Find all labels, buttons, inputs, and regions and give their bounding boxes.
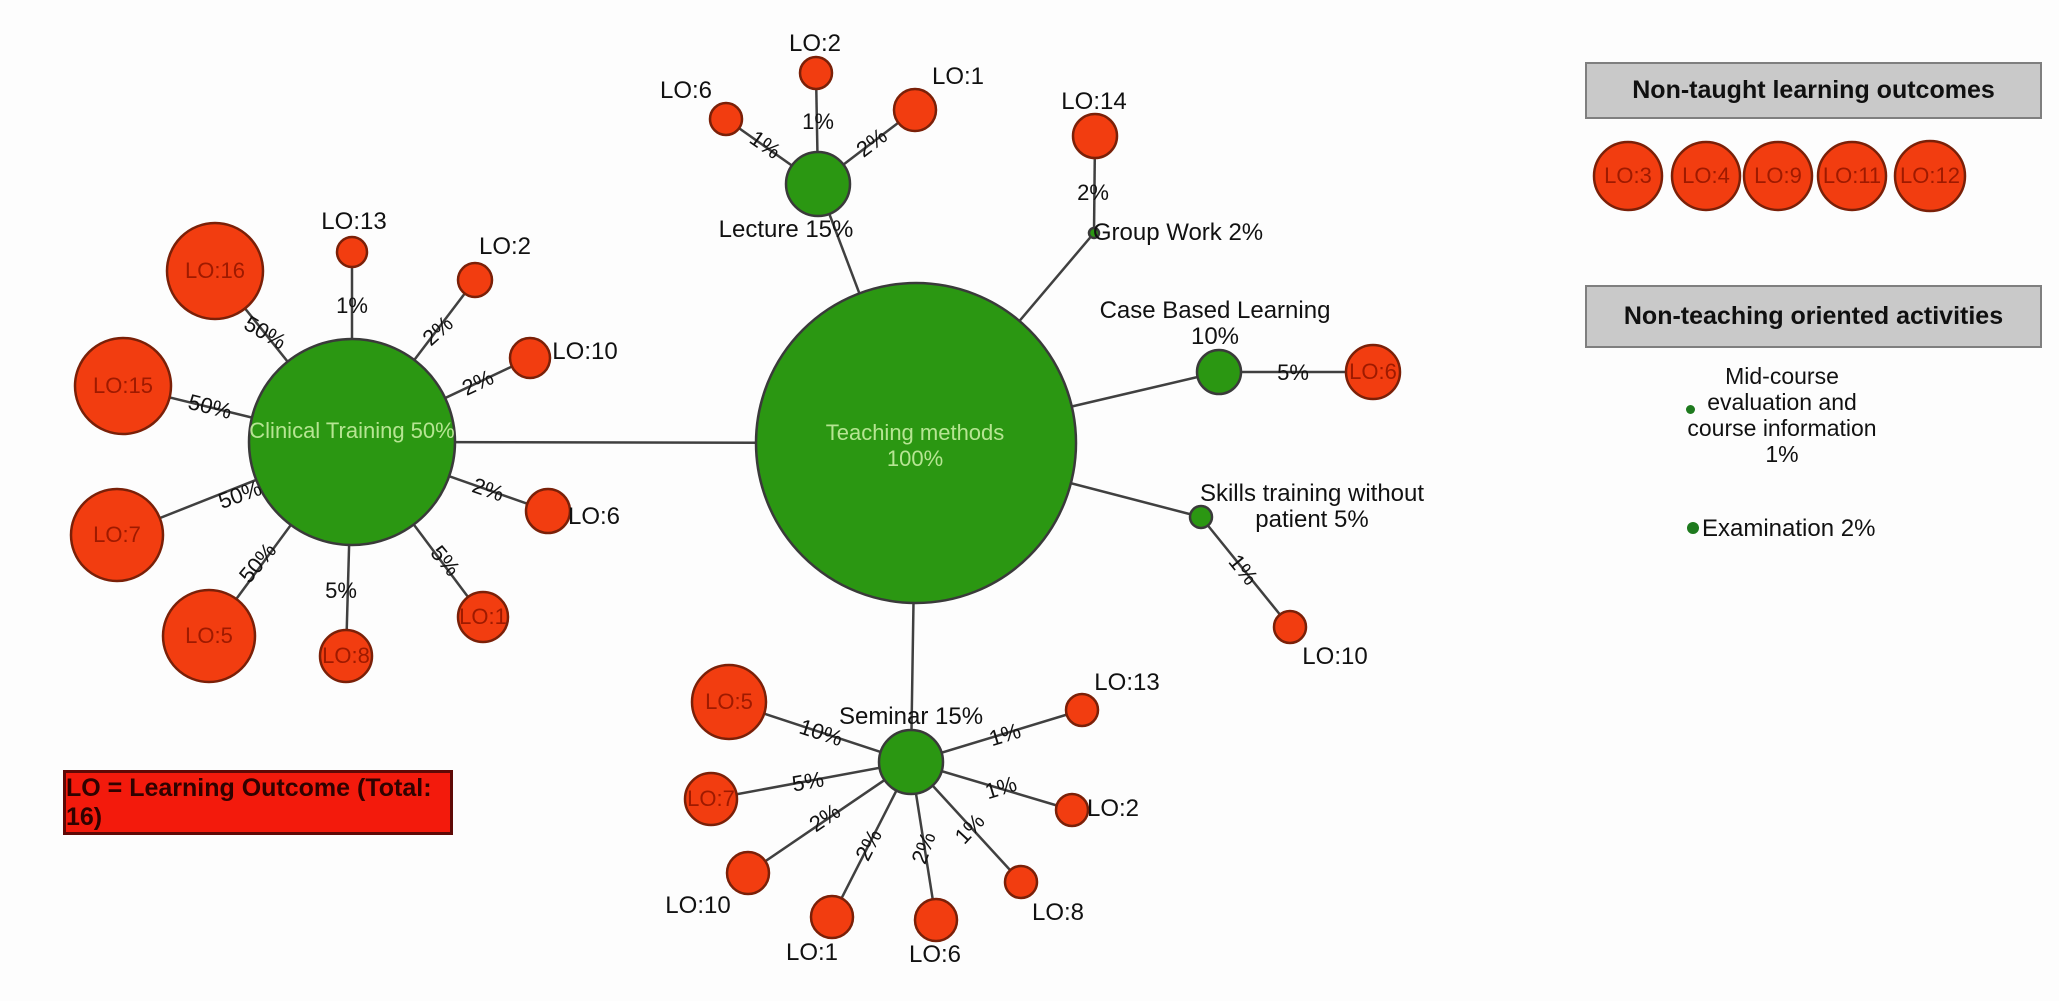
mid-course-evaluation-label: Mid-course evaluation and course informa…	[1687, 363, 1877, 467]
lo7-seminar-label: LO:7	[687, 786, 735, 811]
lo6-seminar-label: LO:6	[908, 941, 962, 968]
lo10-clinical-node	[508, 336, 552, 380]
edge-lo10-skills	[1200, 516, 1291, 628]
edge-lo7-seminar	[710, 760, 912, 801]
lo9-panel-label: LO:9	[1754, 163, 1802, 188]
teaching-methods-label: Teaching methods 100%	[825, 420, 1005, 471]
lo2-seminar-node	[1054, 792, 1090, 828]
lo7-clinical-node	[69, 487, 165, 583]
examination-dot-icon	[1687, 522, 1699, 534]
lo2-clinical-label: LO:2	[478, 233, 532, 260]
lo3-panel-label: LO:3	[1604, 163, 1652, 188]
lo4-panel-node	[1670, 140, 1742, 212]
case-based-learning-node	[1195, 348, 1243, 396]
lo13-seminar-node	[1064, 692, 1100, 728]
clinical-training-label: Clinical Training 50%	[249, 418, 455, 443]
lo2-lecture-node	[798, 55, 834, 91]
lo2-seminar-label: LO:2	[1086, 795, 1140, 822]
lecture-node	[784, 150, 852, 218]
lo1-lecture-node	[892, 87, 938, 133]
legend-box: LO = Learning Outcome (Total: 16)	[63, 770, 453, 835]
lo13-clinical-node	[335, 235, 369, 269]
lo10-seminar-node	[725, 850, 771, 896]
lo10-skills-label: LO:10	[1302, 643, 1368, 670]
clinical-training-node	[247, 337, 457, 547]
lo8-seminar-node	[1003, 864, 1039, 900]
lo6-clinical-label: LO:6	[567, 503, 621, 530]
lo15-clinical-label: LO:15	[93, 373, 153, 398]
lo6-cbl-node	[1344, 343, 1402, 401]
legend-text: LO = Learning Outcome (Total: 16)	[66, 773, 432, 831]
lo15-clinical-node	[73, 336, 173, 436]
lo14-groupwork-label: LO:14	[1061, 88, 1127, 115]
lo11-panel-label: LO:11	[1822, 163, 1882, 188]
lo7-seminar-pct-label: 5%	[790, 766, 826, 797]
lo5-clinical-node	[161, 588, 257, 684]
lo12-panel-node	[1893, 139, 1967, 213]
lo5-clinical-label: LO:5	[185, 623, 233, 648]
skills-training-label: Skills training without patient 5%	[1199, 480, 1425, 533]
group-work-label: Group Work 2%	[1092, 219, 1264, 246]
lo13-clinical-label: LO:13	[321, 208, 387, 235]
lo9-panel-node	[1742, 140, 1814, 212]
lo10-seminar-label: LO:10	[665, 892, 731, 919]
mid-course-dot-icon	[1686, 405, 1695, 414]
lo2-clinical-node	[456, 261, 494, 299]
lo5-seminar-node	[690, 663, 768, 741]
lo14-groupwork-pct-label: 2%	[1077, 180, 1109, 205]
lo16-clinical-label: LO:16	[185, 258, 245, 283]
lo10-skills-node	[1272, 609, 1308, 645]
case-based-learning-label: Case Based Learning 10%	[1099, 297, 1331, 350]
lo1-clinical-label: LO:1	[459, 604, 507, 629]
lo1-lecture-label: LO:1	[931, 63, 985, 90]
non-taught-outcomes-header: Non-taught learning outcomes	[1585, 62, 2042, 119]
lo6-cbl-pct-label: 5%	[1277, 360, 1309, 385]
lo8-seminar-label: LO:8	[1031, 899, 1085, 926]
non-teaching-activities-title: Non-teaching oriented activities	[1623, 302, 2004, 330]
lo1-clinical-node	[456, 590, 510, 644]
lo6-clinical-node	[524, 487, 572, 535]
non-taught-outcomes-title: Non-taught learning outcomes	[1632, 76, 1995, 104]
lo7-clinical-label: LO:7	[93, 522, 141, 547]
lo2-lecture-pct-label: 1%	[802, 109, 834, 134]
lo6-seminar-node	[913, 897, 959, 943]
lo13-seminar-label: LO:13	[1094, 669, 1160, 696]
lo11-panel-node	[1816, 140, 1888, 212]
lo14-groupwork-node	[1071, 112, 1119, 160]
seminar-label: Seminar 15%	[838, 703, 984, 730]
lo3-panel-node	[1592, 140, 1664, 212]
lo13-clinical-pct-label: 1%	[336, 293, 368, 318]
lo1-seminar-label: LO:1	[785, 939, 839, 966]
lo1-seminar-node	[809, 894, 855, 940]
lo6-cbl-label: LO:6	[1349, 359, 1397, 384]
group-work-node	[1087, 226, 1101, 240]
non-teaching-activities-header: Non-teaching oriented activities	[1585, 285, 2042, 348]
lo4-panel-label: LO:4	[1682, 163, 1730, 188]
lo5-seminar-label: LO:5	[705, 689, 753, 714]
seminar-node	[877, 728, 945, 796]
teaching-methods-node	[754, 281, 1078, 605]
lo12-panel-label: LO:12	[1900, 163, 1960, 188]
examination-label: Examination 2%	[1702, 515, 1876, 542]
skills-training-node	[1188, 504, 1214, 530]
lo8-clinical-label: LO:8	[322, 643, 370, 668]
lo7-seminar-node	[683, 771, 739, 827]
lecture-label: Lecture 15%	[718, 216, 854, 243]
lo10-clinical-label: LO:10	[552, 338, 618, 365]
lo6-lecture-node	[708, 101, 744, 137]
lo6-lecture-label: LO:6	[659, 77, 713, 104]
lo16-clinical-node	[165, 221, 265, 321]
lo2-lecture-label: LO:2	[788, 30, 842, 57]
lo8-clinical-node	[318, 628, 374, 684]
lo8-clinical-pct-label: 5%	[325, 578, 357, 603]
